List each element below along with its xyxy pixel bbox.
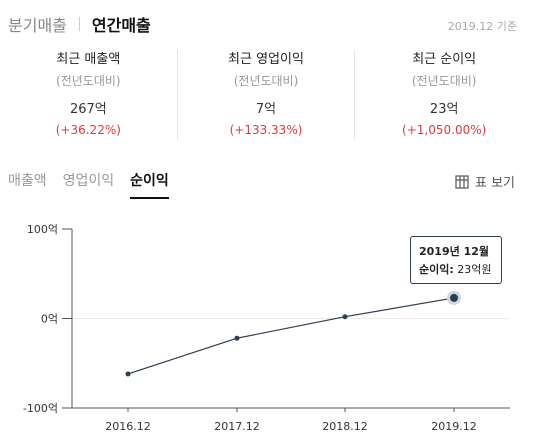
metric-change: (+36.22%) bbox=[55, 123, 121, 137]
metric-value: 267억 bbox=[69, 102, 107, 117]
metric-title: 최근 순이익 bbox=[412, 52, 477, 67]
metric-change: (+133.33%) bbox=[229, 123, 303, 137]
series-line bbox=[127, 297, 455, 375]
metric-value: 7억 bbox=[255, 102, 277, 117]
tab-quarterly-sales[interactable]: 분기매출 bbox=[8, 16, 67, 35]
tooltip-row: 순이익: 23억원 bbox=[419, 261, 493, 279]
tab-operating-profit[interactable]: 영업이익 bbox=[62, 173, 115, 189]
x-tick-label: 2019.12 bbox=[431, 420, 477, 433]
highlight-halo bbox=[447, 290, 461, 305]
metric-title: 최근 매출액 bbox=[56, 52, 121, 67]
data-point bbox=[125, 371, 131, 377]
tab-net-income[interactable]: 순이익 bbox=[130, 170, 169, 199]
metric-net-income: 최근 순이익 (전년도대비) 23억 (+1,050.00%) bbox=[355, 50, 533, 140]
metric-value: 23억 bbox=[429, 102, 459, 117]
metric-subtitle: (전년도대비) bbox=[411, 74, 477, 88]
tooltip-value: 23억원 bbox=[457, 263, 492, 276]
y-tick-label: 0억 bbox=[41, 313, 58, 326]
period-tabs: 분기매출 연간매출 bbox=[8, 12, 151, 36]
metric-change: (+1,050.00%) bbox=[402, 123, 487, 137]
table-view-label: 표 보기 bbox=[474, 176, 515, 191]
y-tick-label: 100억 bbox=[27, 223, 58, 236]
tab-annual-sales[interactable]: 연간매출 bbox=[91, 16, 151, 35]
summary-panel: 최근 매출액 (전년도대비) 267억 (+36.22%) 최근 영업이익 (전… bbox=[0, 50, 533, 140]
chart-tooltip: 2019년 12월 순이익: 23억원 bbox=[410, 236, 502, 284]
tooltip-key: 순이익: bbox=[419, 263, 454, 276]
x-tick-label: 2018.12 bbox=[322, 420, 368, 433]
metric-operating-profit: 최근 영업이익 (전년도대비) 7억 (+133.33%) bbox=[178, 50, 356, 140]
metric-title: 최근 영업이익 bbox=[228, 52, 304, 67]
data-point bbox=[342, 314, 348, 320]
chart-tabs: 매출액 영업이익 순이익 bbox=[8, 170, 185, 199]
data-point-highlighted bbox=[450, 293, 458, 302]
basis-date: 2019.12 기준 bbox=[447, 20, 517, 33]
x-tick-label: 2017.12 bbox=[214, 420, 260, 433]
metric-subtitle: (전년도대비) bbox=[56, 74, 121, 88]
y-tick-label: -100억 bbox=[23, 402, 58, 415]
tab-divider bbox=[78, 17, 80, 31]
tooltip-date: 2019년 12월 bbox=[419, 245, 489, 258]
table-icon bbox=[455, 174, 469, 189]
tab-revenue[interactable]: 매출액 bbox=[8, 173, 47, 189]
x-tick-label: 2016.12 bbox=[105, 420, 151, 433]
metric-subtitle: (전년도대비) bbox=[233, 74, 299, 88]
table-view-button[interactable]: 표 보기 bbox=[455, 172, 515, 191]
metric-revenue: 최근 매출액 (전년도대비) 267억 (+36.22%) bbox=[0, 50, 178, 140]
data-point bbox=[234, 335, 240, 341]
